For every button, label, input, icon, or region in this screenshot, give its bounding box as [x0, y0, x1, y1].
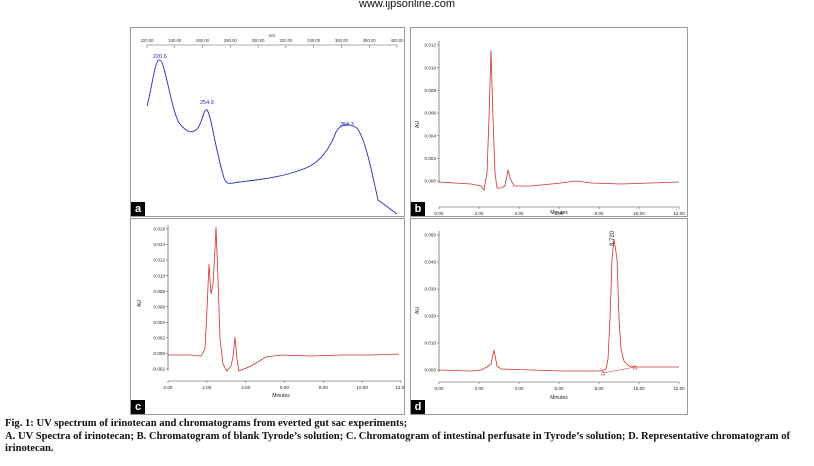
d-y-tick-label: 0.040: [425, 260, 437, 265]
uv-peak-label: 254.9: [200, 100, 214, 106]
c-y-tick-label: 0.008: [154, 289, 166, 294]
chromatogram-b-trace: [438, 49, 680, 191]
uv-x-unit: nm: [269, 33, 276, 38]
d-y-tick-label: 0.020: [425, 314, 437, 319]
c-y-tick-label: 0.002: [154, 335, 166, 340]
uv-x-ticks: 220.00 240.00 260.00 280.00 300.00 320.00 340.…: [141, 38, 404, 48]
panel-a-uv-spectrum: nm 220.00 240.00 260.00 280.00 300.00 320.00 3…: [130, 27, 405, 217]
panel-label-b: b: [411, 202, 425, 216]
b-x-tick-label: 0.00: [435, 211, 444, 216]
uv-x-tick-label: 260.00: [196, 38, 209, 43]
d-x-tick-label: 2.00: [475, 386, 484, 391]
panel-label-c: c: [131, 400, 145, 414]
panel-c-perfusate-chromatogram: 0.016 0.014 0.012 0.010 0.008 0.006 0.004 0.002…: [130, 218, 405, 415]
c-y-tick-label: 0.004: [154, 320, 166, 325]
c-y-tick-label: 0.012: [154, 258, 166, 263]
c-x-tick-label: 4.00: [241, 385, 250, 390]
c-x-tick-label: 2.00: [202, 385, 211, 390]
d-y-tick-label: 0.030: [425, 287, 437, 292]
c-x-tick-label: 6.00: [280, 385, 289, 390]
b-y-tick-label: 0.010: [425, 65, 437, 70]
chromatogram-c-axes: 0.0160.0140.0120.0100.0080.0060.0040.002…: [152, 225, 404, 390]
b-x-tick-label: 4.00: [515, 211, 524, 216]
uv-x-tick-label: 380.00: [363, 38, 376, 43]
panel-label-d: d: [411, 400, 425, 414]
uv-x-tick-label: 280.00: [224, 38, 237, 43]
uv-spectrum-line: [146, 59, 398, 215]
chromatogram-d-ylabel: AU: [415, 307, 421, 314]
c-y-tick-label: 0.006: [154, 304, 166, 309]
chromatogram-c: 0.0160.0140.0120.0100.0080.0060.0040.002…: [137, 225, 404, 399]
uv-spectrum-plot: nm 220.00 240.00 260.00 280.00 300.00 320.00 3…: [141, 33, 404, 215]
uv-x-tick-label: 320.00: [279, 38, 292, 43]
d-x-tick-label: 10.00: [633, 386, 645, 391]
d-x-tick-label: 4.00: [515, 386, 524, 391]
chromatogram-c-xlabel: Minutes: [272, 393, 290, 399]
d-y-tick-label: 0.050: [425, 233, 437, 238]
chromatogram-b-axes: 0.012 0.010 0.008 0.006 0.004 0.002 0.000 0.00 2…: [425, 41, 685, 216]
uv-peak-label: 220.6: [153, 54, 167, 60]
d-x-tick-label: 0.00: [435, 386, 444, 391]
figure-caption: Fig. 1: UV spectrum of irinotecan and ch…: [5, 418, 809, 456]
uv-x-tick-label: 360.00: [335, 38, 348, 43]
c-y-tick-label: 0.000: [154, 351, 166, 356]
chromatogram-d-trace: [438, 238, 679, 372]
b-x-tick-label: 6.00: [555, 211, 564, 216]
b-y-tick-label: 0.012: [425, 43, 437, 48]
d-x-tick-label: 12.00: [673, 386, 685, 391]
chromatogram-c-trace: [168, 226, 400, 372]
c-x-tick-label: 8.00: [319, 385, 328, 390]
uv-x-tick-label: 340.00: [307, 38, 320, 43]
uv-x-tick-label: 300.00: [252, 38, 265, 43]
caption-title: Fig. 1: UV spectrum of irinotecan and ch…: [5, 418, 408, 429]
chromatogram-b-xlabel: Minutes: [550, 210, 568, 216]
integration-end-marker: [632, 364, 638, 370]
chromatogram-d-peak-label: 8.720: [610, 230, 616, 246]
uv-x-tick-label: 240.00: [168, 38, 181, 43]
c-x-tick-label: 12.00: [395, 385, 404, 390]
chromatogram-b: 0.012 0.010 0.008 0.006 0.004 0.002 0.000 0.00 2…: [415, 41, 685, 216]
b-x-tick-label: 8.00: [595, 211, 604, 216]
b-y-tick-label: 0.000: [425, 179, 437, 184]
d-y-tick-label: 0.000: [425, 368, 437, 373]
d-x-tick-label: 8.00: [595, 386, 604, 391]
b-y-tick-label: 0.008: [425, 88, 437, 93]
site-url[interactable]: www.ijpsonline.com: [359, 0, 455, 10]
c-y-tick-label: 0.016: [154, 227, 166, 232]
b-y-tick-label: 0.006: [425, 111, 437, 116]
c-y-tick-label: 0.014: [154, 242, 166, 247]
c-x-tick-label: 0.00: [164, 385, 173, 390]
b-y-tick-label: 0.004: [425, 133, 437, 138]
chromatogram-d: 0.050 0.040 0.030 0.020 0.010 0.000 0.00 2.00 4.…: [415, 230, 685, 401]
integration-start-marker: [600, 370, 606, 376]
b-x-tick-label: 2.00: [475, 211, 484, 216]
chromatogram-c-ylabel: AU: [137, 300, 143, 307]
uv-peak-label: 358.3: [340, 122, 354, 128]
b-y-tick-label: 0.002: [425, 156, 437, 161]
panel-label-a: a: [131, 202, 145, 216]
d-x-tick-label: 6.00: [555, 386, 564, 391]
chromatogram-d-xlabel: Minutes: [550, 395, 568, 401]
c-x-tick-label: 10.00: [356, 385, 368, 390]
c-y-tick-label: 0.010: [154, 273, 166, 278]
uv-x-tick-label: 400.00: [391, 38, 404, 43]
chromatogram-d-axes: 0.050 0.040 0.030 0.020 0.010 0.000 0.00 2.00 4.…: [425, 231, 685, 391]
c-y-tick-label: -0.002: [152, 367, 165, 372]
b-x-tick-label: 12.00: [673, 211, 685, 216]
uv-x-tick-label: 220.00: [141, 38, 154, 43]
panel-b-blank-chromatogram: 0.012 0.010 0.008 0.006 0.004 0.002 0.000 0.00 2…: [410, 27, 688, 217]
chromatogram-b-ylabel: AU: [415, 121, 421, 128]
b-x-tick-label: 10.00: [633, 211, 645, 216]
d-y-tick-label: 0.010: [425, 341, 437, 346]
caption-description: A. UV Spectra of irinotecan; B. Chromato…: [5, 430, 791, 455]
panel-d-irinotecan-chromatogram: 0.050 0.040 0.030 0.020 0.010 0.000 0.00 2.00 4.…: [410, 218, 688, 415]
chromatogram-d-baseline: [602, 366, 636, 374]
